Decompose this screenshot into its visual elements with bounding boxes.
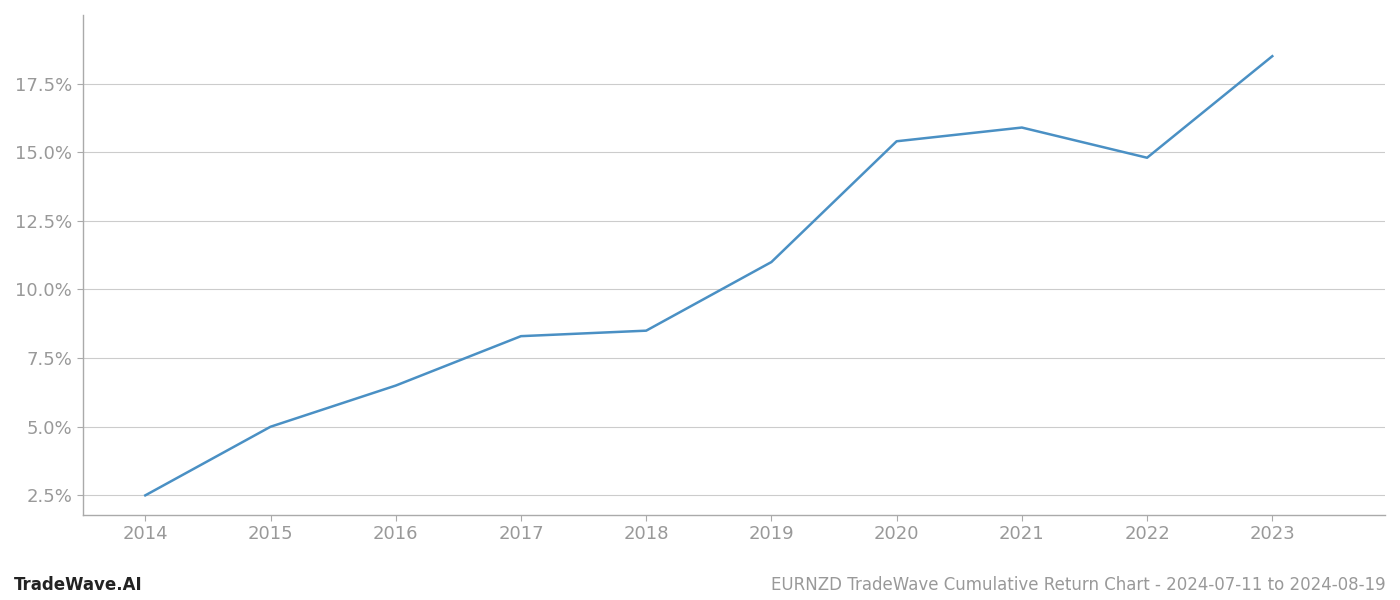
Text: EURNZD TradeWave Cumulative Return Chart - 2024-07-11 to 2024-08-19: EURNZD TradeWave Cumulative Return Chart… xyxy=(771,576,1386,594)
Text: TradeWave.AI: TradeWave.AI xyxy=(14,576,143,594)
